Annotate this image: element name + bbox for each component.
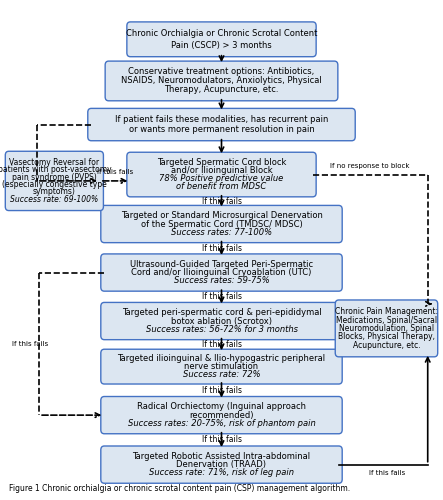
Text: nerve stimulation: nerve stimulation [184, 362, 259, 371]
Text: of benefit from MDSC: of benefit from MDSC [176, 182, 267, 191]
Text: Medications, Spinal/Sacral: Medications, Spinal/Sacral [336, 316, 437, 324]
Text: Success rate: 72%: Success rate: 72% [183, 370, 260, 379]
Text: patients with post-vasectomy: patients with post-vasectomy [0, 166, 111, 174]
FancyBboxPatch shape [101, 302, 342, 340]
Text: Targeted Spermatic Cord block: Targeted Spermatic Cord block [157, 158, 286, 168]
FancyBboxPatch shape [105, 61, 338, 101]
FancyBboxPatch shape [101, 349, 342, 384]
FancyBboxPatch shape [101, 446, 342, 483]
FancyBboxPatch shape [127, 152, 316, 197]
Text: Neuromodulation, Spinal: Neuromodulation, Spinal [339, 324, 434, 333]
Text: recommended): recommended) [189, 410, 254, 420]
Text: Success rates: 56-72% for 3 months: Success rates: 56-72% for 3 months [145, 325, 298, 334]
FancyBboxPatch shape [88, 108, 355, 140]
Text: Success rates: 59-75%: Success rates: 59-75% [174, 276, 269, 285]
FancyBboxPatch shape [101, 206, 342, 242]
Text: Chronic Pain Management:: Chronic Pain Management: [335, 307, 438, 316]
Text: Success rate: 69-100%: Success rate: 69-100% [10, 194, 98, 203]
Text: (especially congestive type: (especially congestive type [2, 180, 107, 189]
Text: Conservative treatment options: Antibiotics,: Conservative treatment options: Antibiot… [128, 68, 315, 76]
Text: symptoms): symptoms) [33, 188, 76, 196]
Text: Blocks, Physical Therapy,: Blocks, Physical Therapy, [338, 332, 435, 341]
Text: Vasectomy Reversal for: Vasectomy Reversal for [9, 158, 99, 167]
Text: Chronic Orchialgia or Chronic Scrotal Content: Chronic Orchialgia or Chronic Scrotal Co… [126, 29, 317, 38]
Text: If this fails: If this fails [202, 196, 241, 205]
Text: if this fails: if this fails [97, 169, 133, 175]
Text: If this fails: If this fails [202, 292, 241, 302]
Text: Targeted Robotic Assisted Intra-abdominal: Targeted Robotic Assisted Intra-abdomina… [132, 452, 311, 461]
FancyBboxPatch shape [101, 396, 342, 434]
Text: Figure 1 Chronic orchialgia or chronic scrotal content pain (CSP) management alg: Figure 1 Chronic orchialgia or chronic s… [9, 484, 350, 492]
Text: Denervation (TRAAD): Denervation (TRAAD) [176, 460, 267, 469]
Text: 78% Positive predictive value: 78% Positive predictive value [159, 174, 284, 183]
Text: If this fails: If this fails [202, 340, 241, 349]
Text: If this fails: If this fails [202, 244, 241, 253]
Text: If no response to block: If no response to block [330, 162, 410, 168]
FancyBboxPatch shape [335, 300, 438, 357]
FancyBboxPatch shape [101, 254, 342, 291]
Text: Targeted or Standard Microsurgical Denervation: Targeted or Standard Microsurgical Dener… [120, 211, 323, 220]
FancyBboxPatch shape [127, 22, 316, 56]
Text: If this fails: If this fails [12, 341, 49, 347]
Text: Cord and/or Ilioinguinal Cryoablation (UTC): Cord and/or Ilioinguinal Cryoablation (U… [131, 268, 312, 277]
Text: If this fails: If this fails [369, 470, 406, 476]
Text: If this fails: If this fails [202, 436, 241, 444]
Text: Therapy, Acupuncture, etc.: Therapy, Acupuncture, etc. [164, 86, 279, 94]
Text: Success rates: 20-75%, risk of phantom pain: Success rates: 20-75%, risk of phantom p… [128, 419, 315, 428]
Text: Success rates: 77-100%: Success rates: 77-100% [171, 228, 272, 237]
Text: If patient fails these modalities, has recurrent pain: If patient fails these modalities, has r… [115, 115, 328, 124]
Text: Targeted ilioinguinal & Ilio-hypogastric peripheral: Targeted ilioinguinal & Ilio-hypogastric… [117, 354, 326, 364]
FancyBboxPatch shape [5, 152, 103, 210]
Text: of the Spermatic Cord (TMDSC/ MDSC): of the Spermatic Cord (TMDSC/ MDSC) [140, 220, 303, 228]
Text: Ultrasound-Guided Targeted Peri-Spermatic: Ultrasound-Guided Targeted Peri-Spermati… [130, 260, 313, 268]
Text: Pain (CSCP) > 3 months: Pain (CSCP) > 3 months [171, 40, 272, 50]
Text: and/or Ilioinguinal Block: and/or Ilioinguinal Block [171, 166, 272, 175]
Text: botox ablation (Scrotox): botox ablation (Scrotox) [171, 316, 272, 326]
Text: If this fails: If this fails [202, 386, 241, 395]
Text: pain syndrome (PVPS): pain syndrome (PVPS) [12, 173, 97, 182]
Text: Acupuncture, etc.: Acupuncture, etc. [353, 340, 420, 349]
Text: Targeted peri-spermatic cord & peri-epididymal: Targeted peri-spermatic cord & peri-epid… [122, 308, 321, 317]
Text: NSAIDS, Neuromodulators, Anxiolytics, Physical: NSAIDS, Neuromodulators, Anxiolytics, Ph… [121, 76, 322, 86]
Text: Radical Orchiectomy (Inguinal approach: Radical Orchiectomy (Inguinal approach [137, 402, 306, 411]
Text: or wants more permanent resolution in pain: or wants more permanent resolution in pa… [128, 126, 315, 134]
Text: Success rate: 71%, risk of leg pain: Success rate: 71%, risk of leg pain [149, 468, 294, 477]
